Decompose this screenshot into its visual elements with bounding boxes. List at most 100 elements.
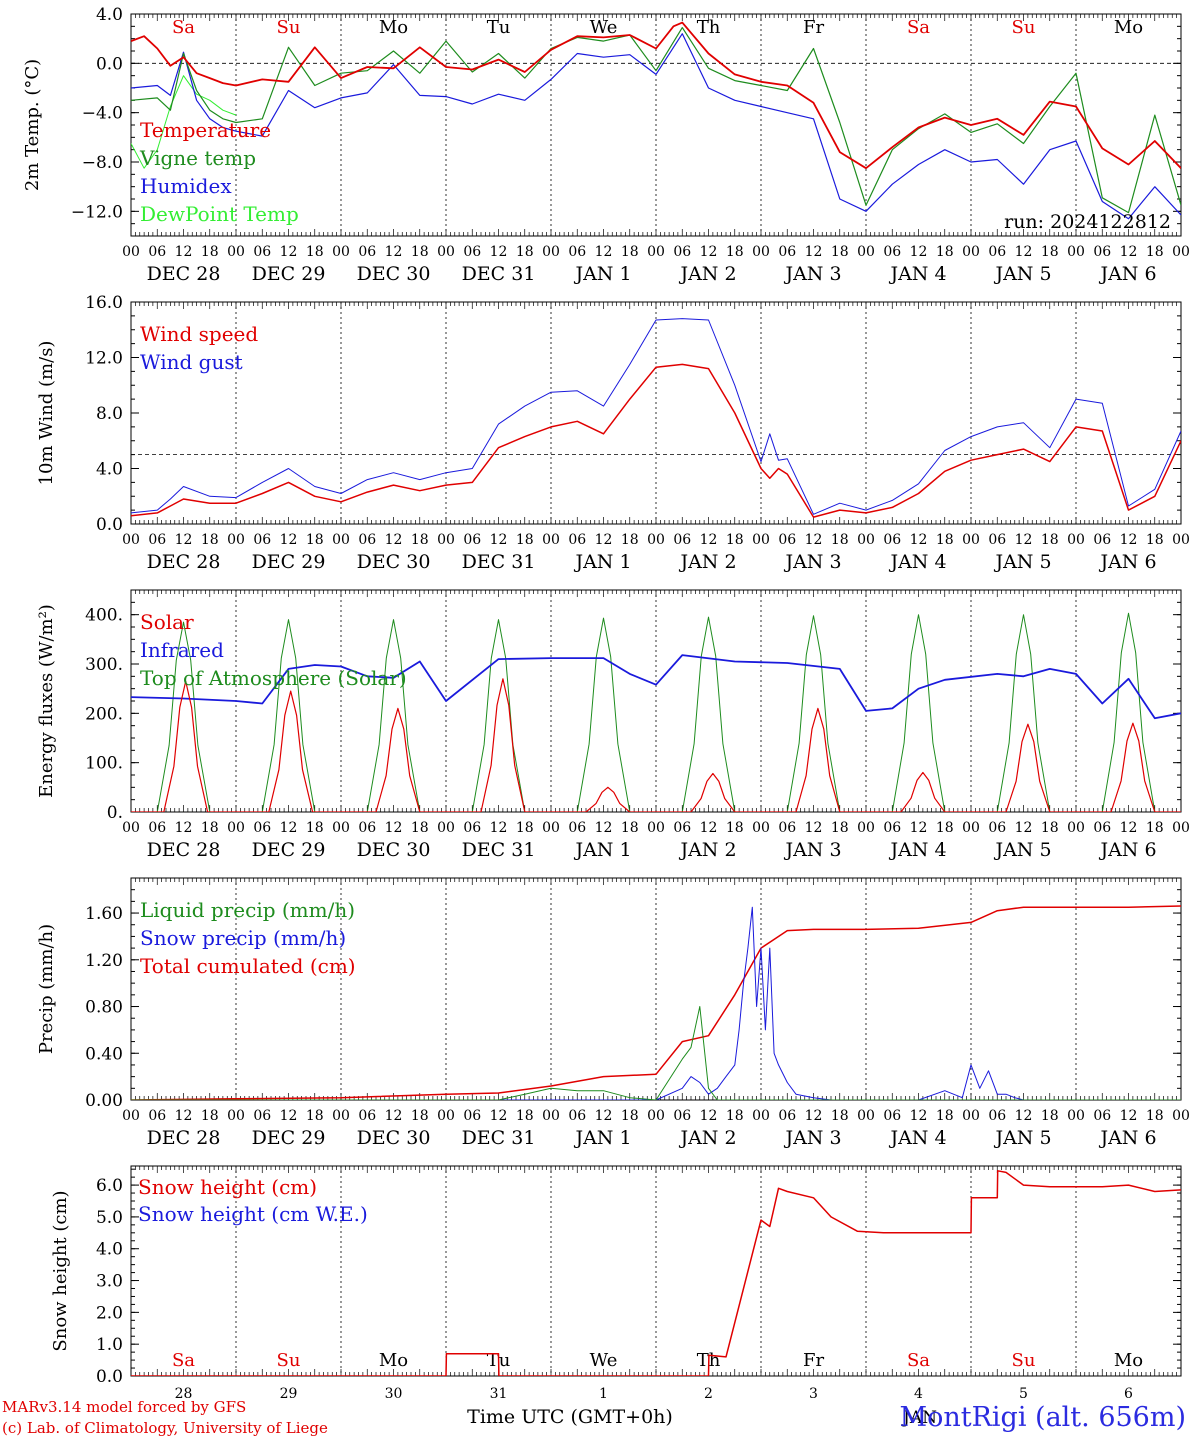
y-tick-label: −8.0 xyxy=(82,153,123,173)
day-number-label: 3 xyxy=(809,1386,818,1402)
hour-label: 12 xyxy=(280,244,298,260)
hour-label: 18 xyxy=(411,532,429,548)
hour-label: 00 xyxy=(332,820,350,836)
day-number-label: 2 xyxy=(704,1386,713,1402)
hour-label: 06 xyxy=(358,1108,376,1124)
hour-label: 06 xyxy=(673,532,691,548)
hour-label: 00 xyxy=(752,244,770,260)
date-label: JAN 1 xyxy=(573,263,631,285)
day-number-label: 30 xyxy=(385,1386,403,1402)
weekday-label: We xyxy=(590,17,618,38)
hour-label: 00 xyxy=(1172,244,1190,260)
series-line-solar xyxy=(131,678,1181,812)
date-label: DEC 28 xyxy=(147,263,221,285)
hour-label: 06 xyxy=(568,532,586,548)
chart-panel-5: 6.0 5.0 4.0 3.0 2.0 1.0 0.0 Snow height (cm) 28 S… xyxy=(50,1165,1182,1428)
hour-label: 18 xyxy=(936,820,954,836)
hour-label: 12 xyxy=(805,532,823,548)
hour-label: 06 xyxy=(778,244,796,260)
hour-label: 06 xyxy=(148,532,166,548)
hour-label: 00 xyxy=(437,820,455,836)
series-line-vigne-temp xyxy=(131,27,1181,214)
y-tick-label: 3.0 xyxy=(96,1272,123,1292)
date-label: DEC 31 xyxy=(462,839,536,861)
hour-label: 12 xyxy=(490,1108,508,1124)
hour-label: 06 xyxy=(778,532,796,548)
hour-label: 00 xyxy=(752,1108,770,1124)
hour-label: 18 xyxy=(306,820,324,836)
series-line-total-cumulated-cm- xyxy=(131,905,1181,1100)
hour-label: 18 xyxy=(831,820,849,836)
date-label: DEC 29 xyxy=(252,1127,326,1149)
y-tick-label: 1.0 xyxy=(96,1335,123,1355)
y-tick-label: 8.0 xyxy=(96,404,123,424)
hour-label: 00 xyxy=(122,1108,140,1124)
hour-label: 00 xyxy=(962,1108,980,1124)
weekday-label: We xyxy=(590,1350,618,1371)
weekday-label: Mo xyxy=(379,1350,408,1371)
hour-label: 18 xyxy=(306,244,324,260)
hour-label: 12 xyxy=(910,532,928,548)
hour-label: 18 xyxy=(516,820,534,836)
hour-label: 12 xyxy=(805,820,823,836)
y-axis-label: Precip (mm/h) xyxy=(36,924,57,1054)
date-label: JAN 2 xyxy=(678,1127,736,1149)
series-line-liquid-precip-mm-h- xyxy=(131,1006,1181,1100)
hour-label: 18 xyxy=(726,820,744,836)
y-tick-label: −12.0 xyxy=(71,202,123,222)
run-label: run: 2024122812 xyxy=(1004,211,1171,233)
date-label: JAN 3 xyxy=(783,263,841,285)
hour-label: 12 xyxy=(385,820,403,836)
date-label: DEC 28 xyxy=(147,839,221,861)
hour-label: 12 xyxy=(700,532,718,548)
date-label: DEC 29 xyxy=(252,551,326,573)
hour-label: 06 xyxy=(778,1108,796,1124)
hour-label: 00 xyxy=(332,1108,350,1124)
y-axis-label: 10m Wind (m/s) xyxy=(36,341,57,486)
hour-label: 12 xyxy=(910,244,928,260)
date-label: DEC 31 xyxy=(462,1127,536,1149)
date-label: JAN 6 xyxy=(1098,263,1156,285)
hour-label: 12 xyxy=(805,244,823,260)
hour-label: 18 xyxy=(411,244,429,260)
date-label: DEC 30 xyxy=(357,551,431,573)
hour-label: 06 xyxy=(148,1108,166,1124)
chart-panel-2: 16.0 12.0 8.0 4.0 0.0 10m Wind (m/s) 00 06 12 18 D… xyxy=(36,293,1190,573)
legend-entry: Total cumulated (cm) xyxy=(140,954,356,978)
hour-label: 00 xyxy=(227,820,245,836)
y-tick-label: 100. xyxy=(85,754,123,774)
y-tick-label: 200. xyxy=(85,704,123,724)
date-label: JAN 4 xyxy=(888,551,946,573)
y-tick-label: 1.20 xyxy=(85,951,123,971)
series-line-snow-precip-mm-h- xyxy=(131,906,1181,1100)
legend-entry: Liquid precip (mm/h) xyxy=(140,898,355,922)
hour-label: 18 xyxy=(936,244,954,260)
hour-label: 12 xyxy=(910,820,928,836)
date-label: JAN 6 xyxy=(1098,551,1156,573)
hour-label: 06 xyxy=(673,244,691,260)
hour-label: 06 xyxy=(463,532,481,548)
hour-label: 00 xyxy=(752,532,770,548)
hour-label: 00 xyxy=(1067,820,1085,836)
weekday-label: Sa xyxy=(907,17,930,38)
hour-label: 12 xyxy=(1120,244,1138,260)
hour-label: 00 xyxy=(962,820,980,836)
hour-label: 18 xyxy=(621,820,639,836)
y-tick-label: 300. xyxy=(85,655,123,675)
legend-entry: Infrared xyxy=(140,638,224,662)
hour-label: 18 xyxy=(516,244,534,260)
hour-label: 18 xyxy=(201,1108,219,1124)
hour-label: 06 xyxy=(883,820,901,836)
hour-label: 06 xyxy=(673,820,691,836)
hour-label: 18 xyxy=(516,1108,534,1124)
date-label: JAN 2 xyxy=(678,551,736,573)
date-label: JAN 6 xyxy=(1098,839,1156,861)
y-tick-label: 5.0 xyxy=(96,1208,123,1228)
hour-label: 06 xyxy=(1093,532,1111,548)
chart-panel-1: 4.0 0.0 −4.0 −8.0 −12.0 2m Temp. (°C) 00 06 12 18… xyxy=(22,5,1190,285)
date-label: DEC 28 xyxy=(147,1127,221,1149)
hour-label: 18 xyxy=(201,820,219,836)
hour-label: 18 xyxy=(306,1108,324,1124)
day-number-label: 4 xyxy=(914,1386,923,1402)
